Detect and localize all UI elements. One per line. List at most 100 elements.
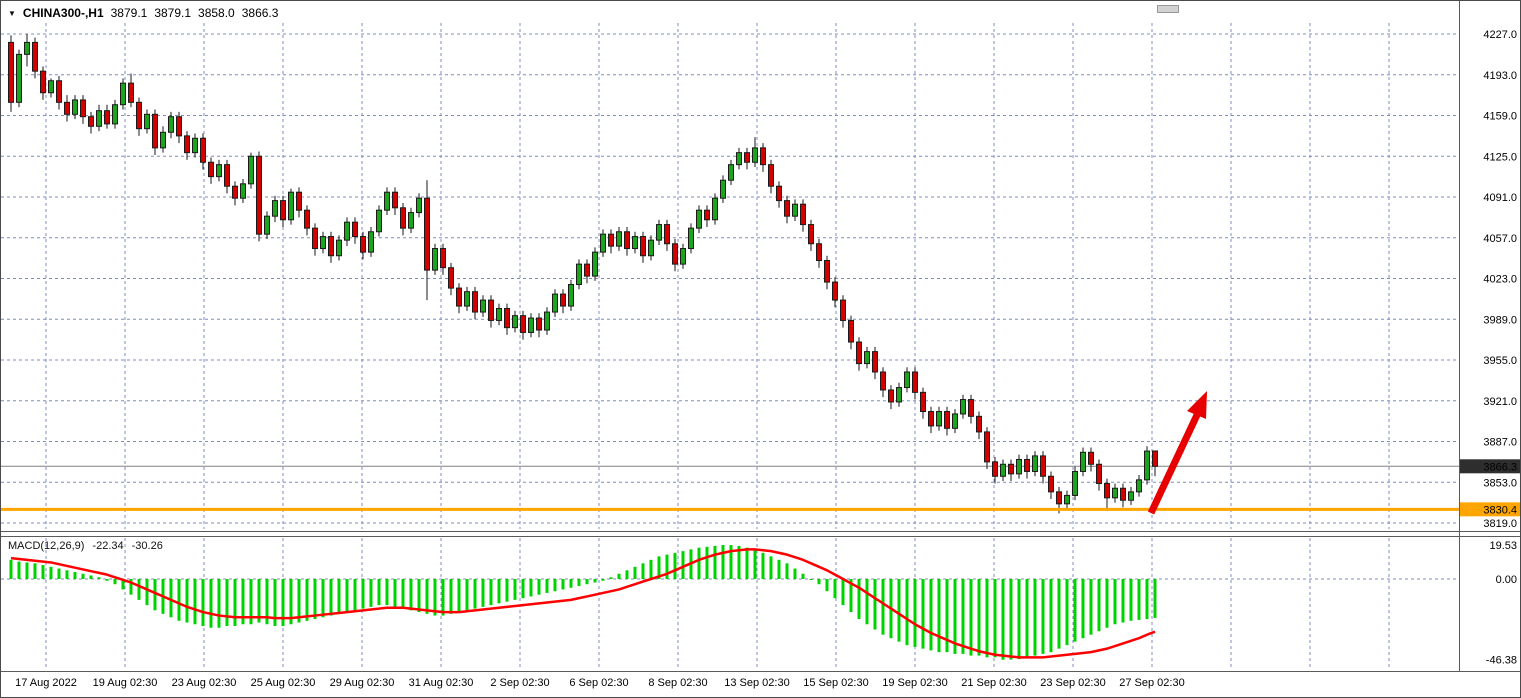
macd-histogram-bar [81,573,85,579]
current-price-tag-text: 3866.3 [1483,461,1517,473]
date-tick-label: 17 Aug 2022 [15,677,77,689]
candle-up [512,315,518,329]
macd-histogram-bar [809,579,813,580]
candle-down [976,415,982,433]
candle-up [1136,479,1142,493]
candle-down [824,260,830,283]
macd-histogram-bar [577,579,581,586]
macd-histogram-bar [1097,579,1101,632]
candle-up [288,191,294,221]
macd-histogram-bar [489,579,493,606]
macd-histogram-bar [897,579,901,642]
macd-tick-label: 19.53 [1489,540,1517,552]
macd-histogram-bar [17,561,21,579]
macd-histogram-bar [625,570,629,579]
candle-up [496,307,502,321]
candle-up [792,203,798,217]
date-tick-label: 6 Sep 02:30 [569,677,628,689]
candle-down [984,431,990,463]
annotation-arrow[interactable] [1147,391,1207,515]
candle-up [96,110,102,127]
macd-histogram-bar [993,579,997,658]
candle-up [720,179,726,199]
candle-up [264,215,270,235]
macd-histogram-bar [649,559,653,579]
candle-down [184,135,190,154]
candle-up [896,387,902,403]
candle-down [808,224,814,245]
candle-up [616,231,622,247]
macd-histogram-bar [817,579,821,585]
quote-bar: ▼ CHINA300-,H1 3879.1 3879.1 3858.0 3866… [8,6,278,20]
macd-histogram-bar [665,554,669,579]
macd-histogram-bar [465,579,469,611]
candle-down [624,231,630,250]
price-tick-label: 3853.0 [1483,477,1517,489]
macd-histogram-bar [225,579,229,627]
macd-histogram-bar [217,579,221,628]
candle-down [920,391,926,413]
macd-histogram-bar [305,579,309,621]
macd-histogram-bar [185,579,189,623]
macd-histogram-bar [321,579,325,618]
candle-up [24,41,30,55]
macd-histogram-bar [529,579,533,597]
candle-down [1120,487,1126,501]
candle-down [704,209,710,221]
date-tick-label: 27 Sep 02:30 [1119,677,1184,689]
time-axis[interactable]: 17 Aug 2022 19 Aug 02:30 23 Aug 02:30 25 Au… [15,677,1185,689]
candle-down [440,248,446,269]
macd-histogram-bar [1009,579,1013,660]
macd-histogram-bar [881,579,885,635]
macd-histogram-bar [657,556,661,579]
candle-down [1008,463,1014,475]
macd-tick-label: 0.00 [1496,574,1517,586]
macd-histogram-bar [921,579,925,649]
candle-down [800,203,806,226]
candles-layer[interactable] [8,34,1158,514]
candle-down [672,243,678,265]
candle-down [1024,458,1030,472]
macd-histogram-bar [513,579,517,600]
candle-up [648,239,654,257]
candle-up [568,283,574,307]
candle-up [240,183,246,199]
macd-histogram-bar [521,579,525,599]
macd-histogram-bar [1017,579,1021,660]
macd-histogram-bar [273,579,277,627]
candle-down [1056,491,1062,505]
candle-down [536,317,542,331]
macd-histogram-bar [497,579,501,604]
panel-separators [1,1,1520,672]
macd-histogram-bar [369,579,373,607]
macd-histogram-bar [137,579,141,600]
macd-histogram-bar [249,579,253,625]
price-axis[interactable]: 4227.0 4193.0 4159.0 4125.0 4091.0 4057.0 4023… [1483,29,1517,667]
candle-up [416,197,422,214]
macd-histogram-bar [129,579,133,595]
macd-histogram-bar [449,579,453,614]
date-tick-label: 2 Sep 02:30 [490,677,549,689]
macd-histogram-bar [1057,579,1061,649]
macd-histogram-bar [353,579,357,611]
candle-down [232,185,238,199]
candle-down [888,389,894,403]
candle-up [544,311,550,331]
candle-down [944,411,950,429]
date-tick-label: 23 Aug 02:30 [172,677,237,689]
macd-histogram-bar [337,579,341,614]
macd-histogram-bar [241,579,245,625]
macd-histogram-bar [297,579,301,623]
price-tick-label: 3921.0 [1483,396,1517,408]
date-tick-label: 21 Sep 02:30 [961,677,1026,689]
symbol-dropdown-icon[interactable]: ▼ [8,8,16,18]
candle-up [688,227,694,250]
scrollbar-thumb[interactable] [1157,5,1179,13]
macd-histogram-bar [1065,579,1069,646]
macd-histogram-bar [417,579,421,613]
candle-down [848,319,854,343]
candle-up [344,221,350,241]
macd-histogram-bar [617,573,621,579]
macd-histogram-bar [329,579,333,616]
